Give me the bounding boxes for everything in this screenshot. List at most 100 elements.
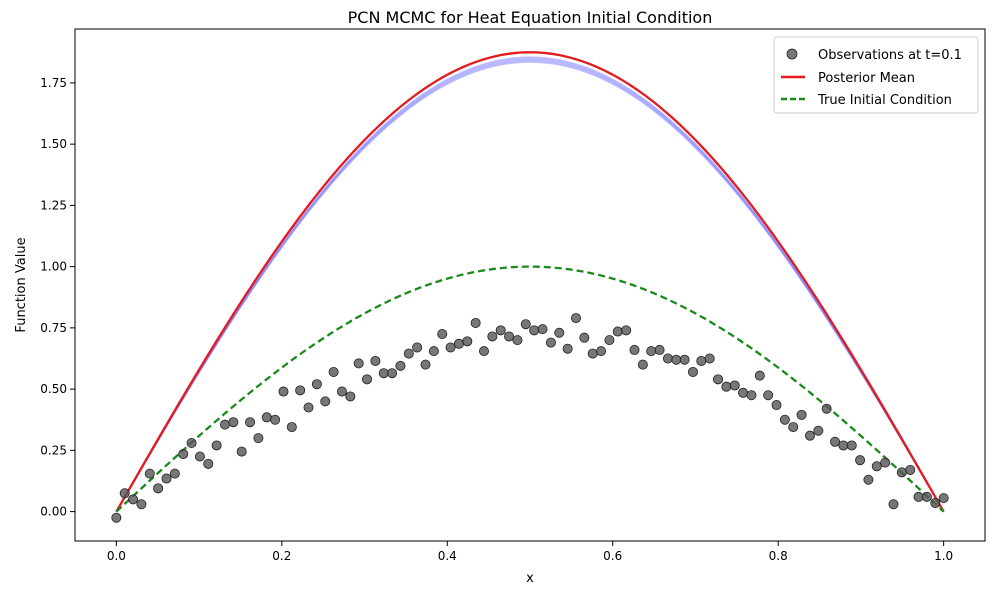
observation-point <box>679 354 690 365</box>
observation-point <box>453 338 464 349</box>
observation-point <box>362 374 373 385</box>
observation-point <box>754 370 765 381</box>
y-axis: 0.00 0.25 0.50 0.75 1.00 1.25 1.50 1.75 <box>40 76 75 519</box>
observation-point <box>646 346 657 357</box>
observation-point <box>830 436 841 447</box>
observation-point <box>621 325 632 336</box>
observation-point <box>938 493 949 504</box>
observation-point <box>813 425 824 436</box>
observation-point <box>855 455 866 466</box>
observation-point <box>111 512 122 523</box>
observation-point <box>495 325 506 336</box>
observation-point <box>788 422 799 433</box>
y-tick-label: 1.25 <box>40 198 67 212</box>
observation-point <box>328 366 339 377</box>
observation-point <box>838 440 849 451</box>
observation-point <box>478 346 489 357</box>
observation-point <box>738 387 749 398</box>
observation-point <box>696 355 707 366</box>
observation-point <box>119 488 130 499</box>
observation-point <box>504 331 515 342</box>
x-tick-label: 0.4 <box>438 549 457 563</box>
observation-point <box>437 328 448 339</box>
x-tick-label: 0.8 <box>769 549 788 563</box>
observation-point <box>470 317 481 328</box>
observation-point <box>194 451 205 462</box>
posterior-sample-line <box>115 57 945 512</box>
observation-point <box>428 346 439 357</box>
observation-point <box>186 438 197 449</box>
observation-point <box>545 337 556 348</box>
observation-point <box>913 491 924 502</box>
x-tick-label: 0.2 <box>272 549 291 563</box>
y-tick-label: 0.00 <box>40 505 67 519</box>
observation-point <box>905 464 916 475</box>
observation-point <box>662 353 673 364</box>
observation-point <box>136 499 147 510</box>
observation-point <box>671 354 682 365</box>
observation-point <box>161 473 172 484</box>
observation-point <box>821 403 832 414</box>
observation-point <box>487 331 498 342</box>
observation-point <box>520 319 531 330</box>
observation-point <box>637 359 648 370</box>
posterior-sample-line <box>115 61 945 512</box>
x-tick-label: 1.0 <box>934 549 953 563</box>
observation-point <box>871 461 882 472</box>
observation-point <box>846 440 857 451</box>
observation-point <box>888 499 899 510</box>
observation-point <box>395 360 406 371</box>
observation-point <box>896 467 907 478</box>
y-tick-label: 0.25 <box>40 443 67 457</box>
observation-point <box>295 385 306 396</box>
plot-area <box>111 51 949 523</box>
observation-point <box>203 458 214 469</box>
observation-point <box>654 344 665 355</box>
observation-point <box>336 386 347 397</box>
observation-point <box>462 336 473 347</box>
observation-point <box>378 368 389 379</box>
y-axis-label: Function Value <box>14 237 29 332</box>
observation-point <box>880 457 891 468</box>
observation-point <box>445 342 456 353</box>
legend-label-posterior-mean: Posterior Mean <box>818 71 915 86</box>
observation-point <box>529 325 540 336</box>
observation-point <box>228 417 239 428</box>
observation-point <box>253 433 264 444</box>
observation-point <box>153 483 164 494</box>
observation-point <box>169 468 180 479</box>
observation-point <box>286 422 297 433</box>
legend-label-true-initial-condition: True Initial Condition <box>817 93 952 108</box>
observation-point <box>587 348 598 359</box>
observation-point <box>219 419 230 430</box>
y-tick-label: 1.50 <box>40 137 67 151</box>
observation-point <box>863 474 874 485</box>
observation-point <box>554 327 565 338</box>
observation-point <box>763 390 774 401</box>
observation-point <box>612 326 623 337</box>
observation-point <box>320 396 331 407</box>
y-tick-label: 1.00 <box>40 260 67 274</box>
observation-point <box>345 391 356 402</box>
y-tick-label: 1.75 <box>40 76 67 90</box>
chart-title: PCN MCMC for Heat Equation Initial Condi… <box>348 8 713 27</box>
x-axis-label: x <box>526 571 534 586</box>
observation-point <box>128 494 139 505</box>
observation-point <box>370 355 381 366</box>
observation-point <box>721 381 732 392</box>
observation-point <box>629 344 640 355</box>
legend: Observations at t=0.1 Posterior Mean Tru… <box>773 36 979 114</box>
observation-point <box>596 346 607 357</box>
observation-point <box>245 417 256 428</box>
observation-point <box>687 366 698 377</box>
posterior-sample-line <box>115 60 945 512</box>
observation-point <box>562 343 573 354</box>
observation-point <box>144 468 155 479</box>
observation-point <box>236 446 247 457</box>
y-tick-label: 0.50 <box>40 382 67 396</box>
observation-point <box>420 359 431 370</box>
observation-point <box>579 332 590 343</box>
observation-point <box>537 324 548 335</box>
x-tick-label: 0.6 <box>603 549 622 563</box>
observation-point <box>311 379 322 390</box>
